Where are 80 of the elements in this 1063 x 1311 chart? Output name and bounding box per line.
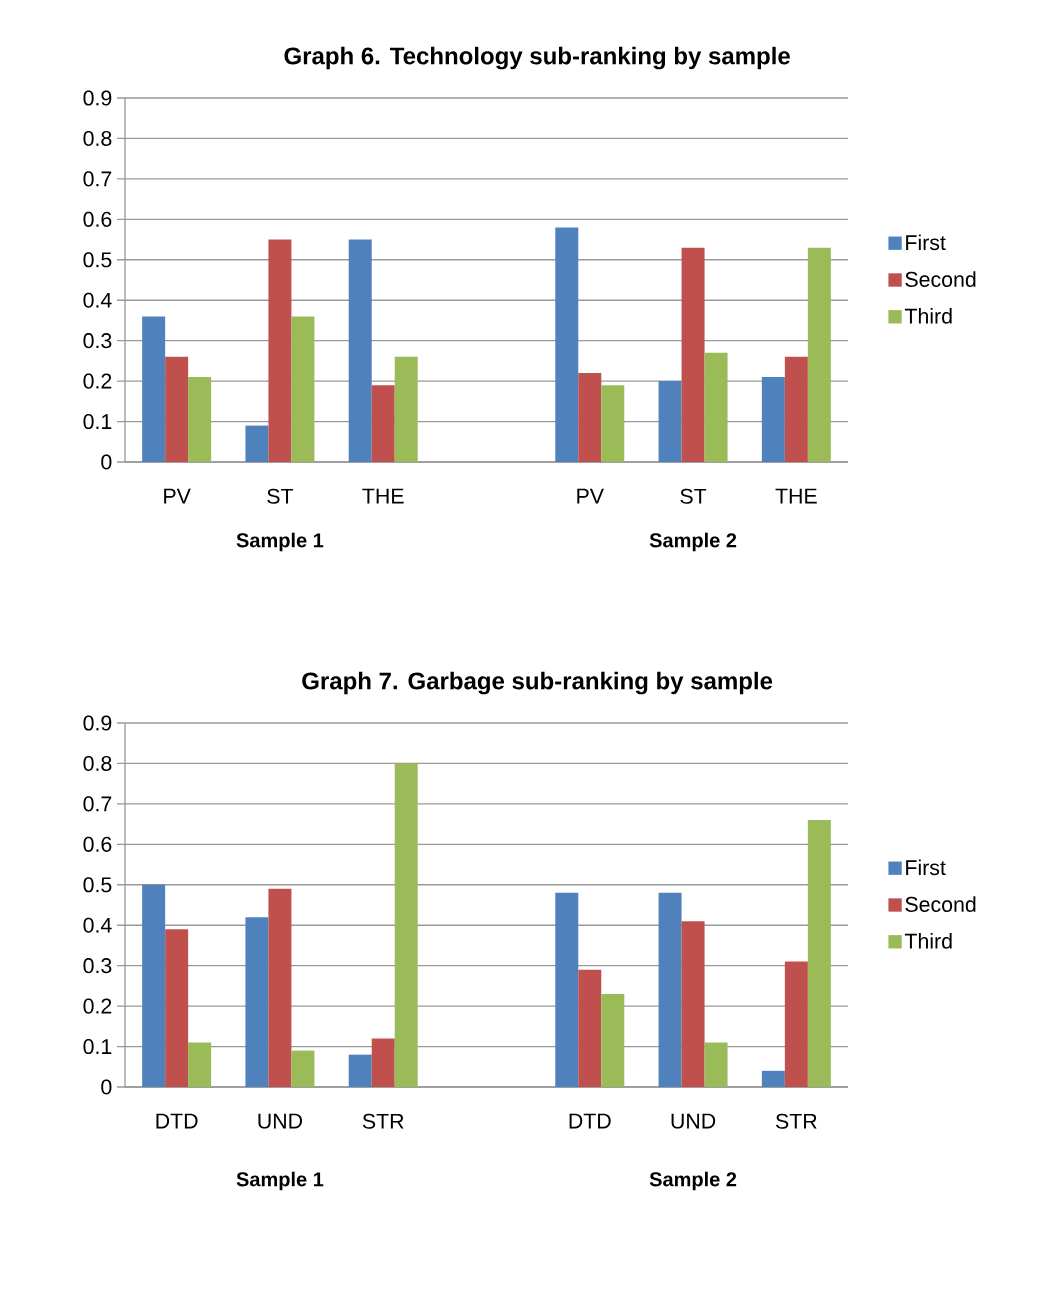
- y-tick-label: 0.7: [83, 171, 112, 187]
- legend-label: Third: [904, 933, 952, 949]
- bar: [165, 929, 189, 1087]
- y-tick-label: 0.2: [83, 998, 112, 1014]
- x-tick-label: DTD: [569, 1113, 611, 1129]
- bar: [784, 961, 808, 1087]
- x-tick-label: PV: [577, 488, 604, 504]
- bar: [394, 356, 418, 462]
- bar: [807, 820, 831, 1087]
- legend-label: First: [906, 859, 946, 876]
- bar: [704, 1042, 728, 1087]
- bar: [578, 969, 602, 1087]
- text: Sample 1: [236, 1171, 324, 1191]
- x-tick-label: UND: [258, 1113, 303, 1129]
- bar: [348, 239, 372, 462]
- bar: [371, 385, 395, 462]
- y-tick-label: 0.8: [83, 755, 112, 771]
- bar: [704, 352, 728, 462]
- bar: [555, 892, 579, 1087]
- y-tick-label: 0: [101, 1079, 112, 1095]
- y-tick-label: 0.1: [83, 414, 112, 430]
- bar: [681, 247, 705, 462]
- bar: [761, 377, 785, 462]
- bar: [142, 316, 166, 462]
- x-tick-label: DTD: [156, 1113, 198, 1129]
- bar: [268, 888, 292, 1087]
- bar: [761, 1070, 785, 1087]
- bar: [348, 1054, 372, 1087]
- legend-label: First: [906, 234, 946, 251]
- x-tick-label: THE: [362, 488, 404, 504]
- bar: [245, 425, 269, 462]
- bar: [142, 884, 166, 1087]
- y-tick-label: 0.6: [83, 211, 112, 227]
- text: Sample 1: [236, 532, 324, 552]
- bar: [784, 356, 808, 462]
- bar: [188, 377, 212, 462]
- x-tick-label: ST: [680, 488, 707, 504]
- bar: [601, 993, 625, 1087]
- bar: [245, 917, 269, 1087]
- y-tick-label: 0.3: [83, 958, 112, 974]
- y-tick-label: 0.4: [83, 917, 112, 933]
- bar: [681, 921, 705, 1087]
- y-tick-label: 0.1: [83, 1039, 112, 1055]
- text: Sample 2: [649, 1171, 737, 1191]
- x-tick-label: STR: [362, 1113, 404, 1129]
- chart-title: Graph 6. Technology sub-ranking by sample: [284, 46, 790, 70]
- x-tick-label: UND: [671, 1113, 716, 1129]
- legend-label: Third: [904, 308, 952, 324]
- bar: [578, 373, 602, 462]
- x-tick-label: STR: [775, 1113, 817, 1129]
- x-tick-label: PV: [164, 488, 191, 504]
- y-tick-label: 0.5: [83, 252, 112, 268]
- y-tick-label: 0.5: [83, 877, 112, 893]
- bar: [268, 239, 292, 462]
- text: Sample 2: [649, 532, 737, 552]
- bar: [601, 385, 625, 462]
- legend-label: Second: [905, 896, 976, 912]
- y-tick-label: 0.9: [83, 715, 112, 731]
- legend-label: Second: [905, 271, 976, 287]
- bar: [807, 247, 831, 462]
- y-tick-label: 0.6: [83, 836, 112, 852]
- y-tick-label: 0.3: [83, 333, 112, 349]
- bar: [165, 356, 189, 462]
- bar: [291, 316, 315, 462]
- bar: [371, 1038, 395, 1087]
- bar: [658, 892, 682, 1087]
- y-tick-label: 0.9: [83, 90, 112, 106]
- bar: [188, 1042, 212, 1087]
- y-tick-label: 0.2: [83, 373, 112, 389]
- bar: [291, 1050, 315, 1087]
- x-tick-label: ST: [267, 488, 294, 504]
- y-tick-label: 0.7: [83, 796, 112, 812]
- bar: [658, 381, 682, 462]
- x-tick-label: THE: [775, 488, 817, 504]
- bar: [394, 763, 418, 1087]
- bar: [555, 227, 579, 462]
- chart-title: Graph 7. Garbage sub-ranking by sample: [302, 671, 773, 695]
- y-tick-label: 0: [101, 454, 112, 470]
- y-tick-label: 0.4: [83, 292, 112, 308]
- y-tick-label: 0.8: [83, 130, 112, 146]
